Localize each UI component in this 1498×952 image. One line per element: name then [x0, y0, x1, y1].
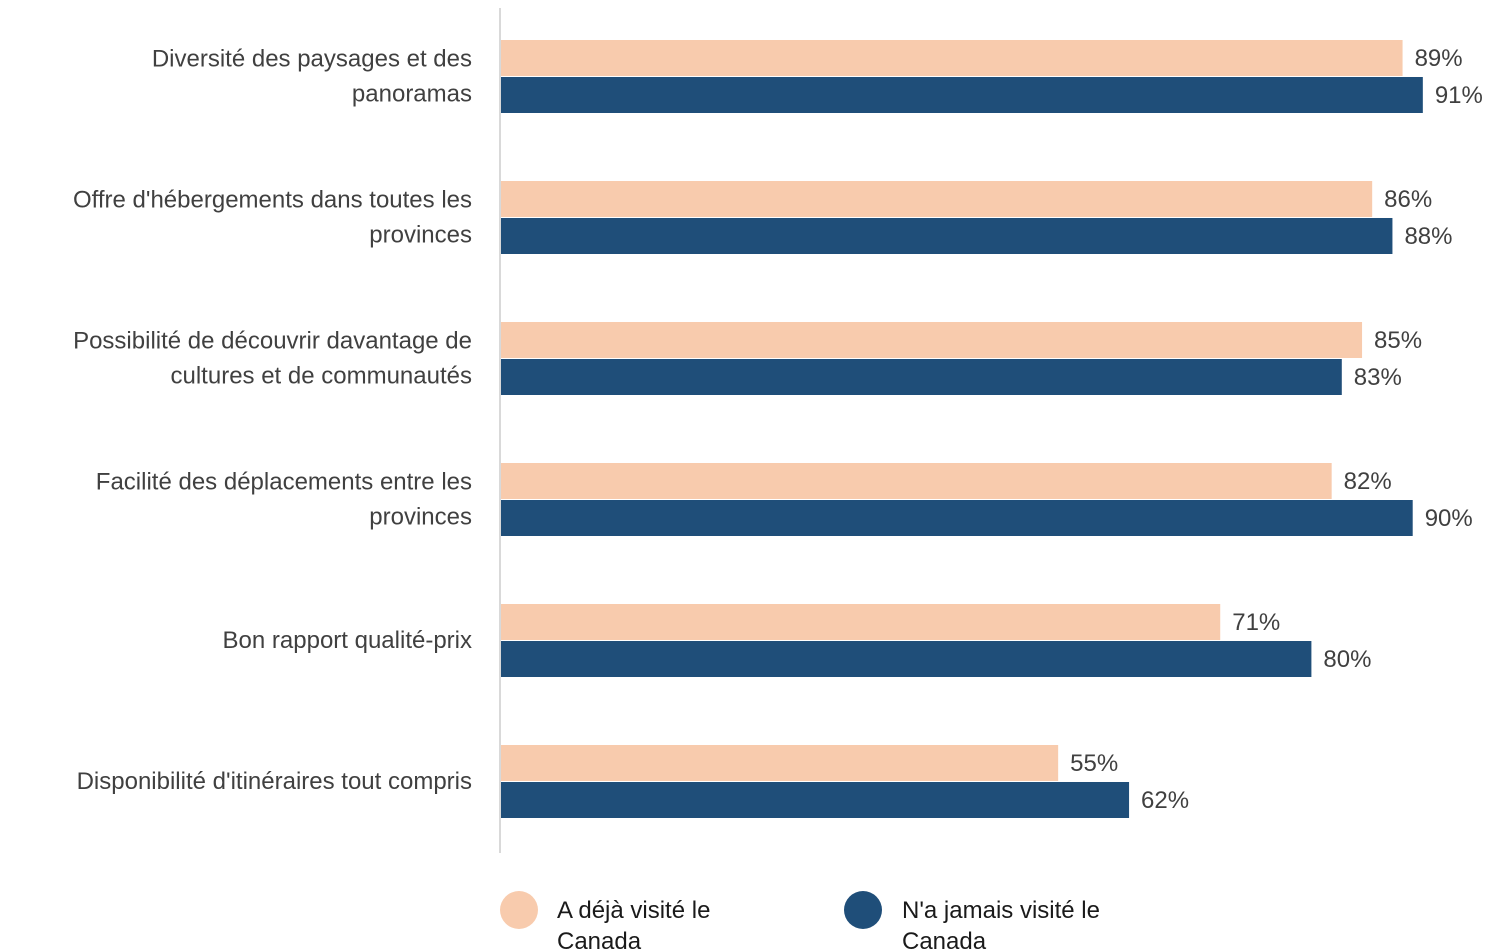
category-label-line: Possibilité de découvrir davantage de	[73, 328, 472, 355]
bar-visited	[501, 40, 1403, 76]
category-label-line: Offre d'hébergements dans toutes les	[73, 187, 472, 214]
bar-never-visited	[501, 359, 1342, 395]
value-label: 91%	[1435, 82, 1483, 109]
value-label: 85%	[1374, 327, 1422, 354]
legend-label-line: Canada	[557, 928, 642, 952]
category-label: Diversité des paysages et des panoramas	[152, 46, 472, 108]
bar-visited	[501, 745, 1059, 781]
value-label: 82%	[1344, 468, 1392, 495]
category-label-line: Facilité des déplacements entre les	[96, 469, 472, 496]
legend-label-line: Canada	[902, 928, 987, 952]
value-label: 83%	[1354, 364, 1402, 391]
bar-never-visited	[501, 77, 1423, 113]
value-label: 55%	[1070, 750, 1118, 777]
category-label: Offre d'hébergements dans toutes les prov…	[73, 187, 472, 249]
legend-label-line: N'a jamais visité le	[902, 897, 1100, 924]
legend-marker	[844, 891, 882, 929]
category-label: Bon rapport qualité-prix	[223, 627, 472, 654]
legend-marker	[500, 891, 538, 929]
value-label: 89%	[1415, 45, 1463, 72]
value-label: 62%	[1141, 787, 1189, 814]
bars-group	[501, 40, 1423, 818]
category-label: Facilité des déplacements entre les provi…	[96, 469, 472, 531]
legend-label: N'a jamais visité le Canada	[902, 897, 1100, 952]
bar-visited	[501, 181, 1373, 217]
bar-never-visited	[501, 641, 1312, 677]
value-labels-group: 89% 91% 86% 88% 85% 83% 82% 90% 71% 80% 55% 62%	[1070, 45, 1483, 814]
bar-never-visited	[501, 500, 1413, 536]
legend-label-line: A déjà visité le	[557, 897, 710, 924]
category-labels-group: Diversité des paysages et des panoramas Of…	[73, 46, 472, 796]
category-label-line: cultures et de communautés	[171, 363, 473, 390]
bar-never-visited	[501, 218, 1393, 254]
bar-visited	[501, 463, 1332, 499]
bar-visited	[501, 322, 1363, 358]
category-label-line: provinces	[369, 504, 472, 531]
category-label: Possibilité de découvrir davantage de cul…	[73, 328, 472, 390]
category-label-line: Bon rapport qualité-prix	[223, 627, 472, 654]
bar-visited	[501, 604, 1221, 640]
legend-label: A déjà visité le Canada	[557, 897, 710, 952]
category-label-line: panoramas	[352, 81, 472, 108]
value-label: 88%	[1404, 223, 1452, 250]
category-label: Disponibilité d'itinéraires tout compris	[77, 768, 472, 795]
category-label-line: provinces	[369, 222, 472, 249]
value-label: 86%	[1384, 186, 1432, 213]
bar-never-visited	[501, 782, 1130, 818]
category-label-line: Diversité des paysages et des	[152, 46, 472, 73]
value-label: 90%	[1425, 505, 1473, 532]
value-label: 71%	[1232, 609, 1280, 636]
category-label-line: Disponibilité d'itinéraires tout compris	[77, 768, 472, 795]
value-label: 80%	[1323, 646, 1371, 673]
